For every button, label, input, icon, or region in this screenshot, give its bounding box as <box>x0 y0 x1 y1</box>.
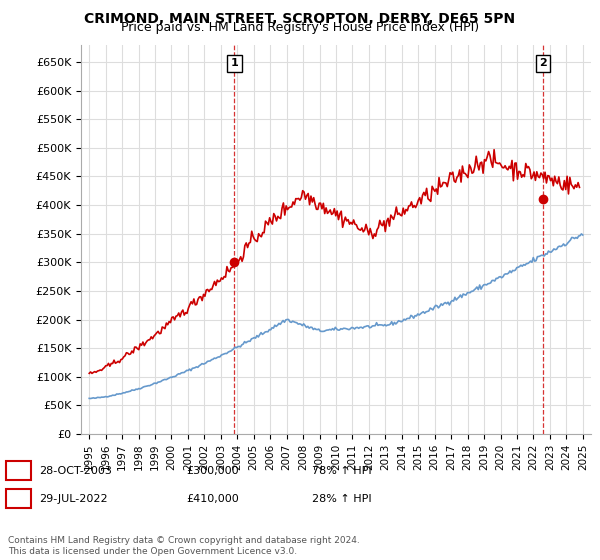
Text: 78% ↑ HPI: 78% ↑ HPI <box>312 466 371 476</box>
Text: 2: 2 <box>15 494 22 504</box>
Text: 1: 1 <box>15 466 22 476</box>
Text: 2: 2 <box>539 58 547 68</box>
Text: £410,000: £410,000 <box>186 494 239 504</box>
Text: 28-OCT-2003: 28-OCT-2003 <box>39 466 112 476</box>
Text: £300,000: £300,000 <box>186 466 239 476</box>
Text: 28% ↑ HPI: 28% ↑ HPI <box>312 494 371 504</box>
Text: 1: 1 <box>230 58 238 68</box>
Text: Contains HM Land Registry data © Crown copyright and database right 2024.
This d: Contains HM Land Registry data © Crown c… <box>8 536 359 556</box>
Text: Price paid vs. HM Land Registry's House Price Index (HPI): Price paid vs. HM Land Registry's House … <box>121 21 479 34</box>
Text: 29-JUL-2022: 29-JUL-2022 <box>39 494 107 504</box>
Text: CRIMOND, MAIN STREET, SCROPTON, DERBY, DE65 5PN: CRIMOND, MAIN STREET, SCROPTON, DERBY, D… <box>85 12 515 26</box>
